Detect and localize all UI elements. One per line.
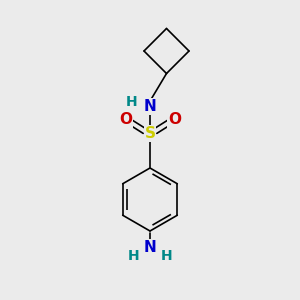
Text: O: O <box>168 112 181 128</box>
Text: O: O <box>119 112 132 128</box>
Text: H: H <box>128 250 139 263</box>
Text: N: N <box>144 240 156 255</box>
Text: H: H <box>126 95 138 109</box>
Text: S: S <box>145 126 155 141</box>
Text: H: H <box>161 250 172 263</box>
Text: N: N <box>144 99 156 114</box>
